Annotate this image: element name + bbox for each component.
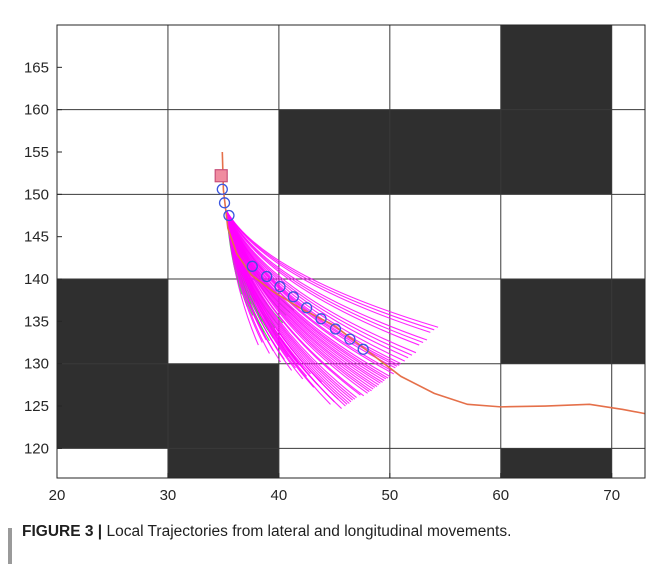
x-tick-label: 40 — [271, 487, 288, 504]
y-tick-label: 145 — [24, 229, 49, 246]
x-tick-label: 60 — [492, 487, 509, 504]
waypoint-marker — [223, 209, 235, 222]
caption-label: FIGURE 3 | — [22, 523, 103, 540]
trajectory-candidate — [226, 211, 428, 341]
x-tick-label: 50 — [381, 487, 398, 504]
waypoint-marker — [329, 323, 342, 335]
x-tick-label: 20 — [49, 487, 66, 504]
obstacle-block — [500, 448, 612, 478]
waypoint-marker — [315, 313, 327, 325]
x-tick-label: 30 — [160, 487, 177, 504]
waypoint-layer — [214, 169, 369, 355]
waypoint-marker — [246, 260, 258, 272]
caption-rule — [8, 528, 12, 564]
trajectory-candidate — [226, 211, 400, 366]
trajectory-candidate — [226, 211, 267, 341]
waypoint-marker — [274, 280, 286, 293]
waypoint-marker — [218, 197, 231, 209]
axes-frame — [56, 24, 646, 479]
trajectory-layer — [226, 210, 439, 409]
y-tick-label: 150 — [24, 186, 49, 203]
y-tick-label: 140 — [24, 271, 49, 288]
grid-layer — [57, 25, 645, 478]
y-tick-label: 155 — [24, 144, 49, 161]
waypoint-marker — [261, 270, 273, 283]
waypoint-marker — [300, 302, 313, 314]
figure-caption: FIGURE 3 | Local Trajectories from later… — [22, 523, 511, 541]
start-marker — [214, 169, 228, 183]
caption-text: Local Trajectories from lateral and long… — [106, 523, 512, 540]
waypoint-marker — [287, 291, 299, 303]
waypoint-marker — [357, 343, 369, 355]
plot-frame — [56, 24, 646, 479]
obstacle-block — [167, 363, 279, 478]
trajectory-candidate — [226, 210, 439, 328]
obstacle-block — [500, 279, 645, 364]
trajectory-candidate — [226, 211, 417, 354]
x-tick-label: 70 — [603, 487, 620, 504]
waypoint-marker — [216, 183, 228, 195]
y-tick-label: 125 — [24, 398, 49, 415]
waypoint-marker — [344, 333, 356, 345]
trajectory-candidate — [226, 211, 372, 392]
y-tick-label: 120 — [24, 440, 49, 457]
y-tick-label: 165 — [24, 59, 49, 76]
y-tick-label: 130 — [24, 356, 49, 373]
y-tick-label: 160 — [24, 102, 49, 119]
tick-labels: 20 30 40 50 60 70 120 125 130 135 140 145 150 155 160 1… — [24, 59, 620, 504]
y-tick-label: 135 — [24, 313, 49, 330]
